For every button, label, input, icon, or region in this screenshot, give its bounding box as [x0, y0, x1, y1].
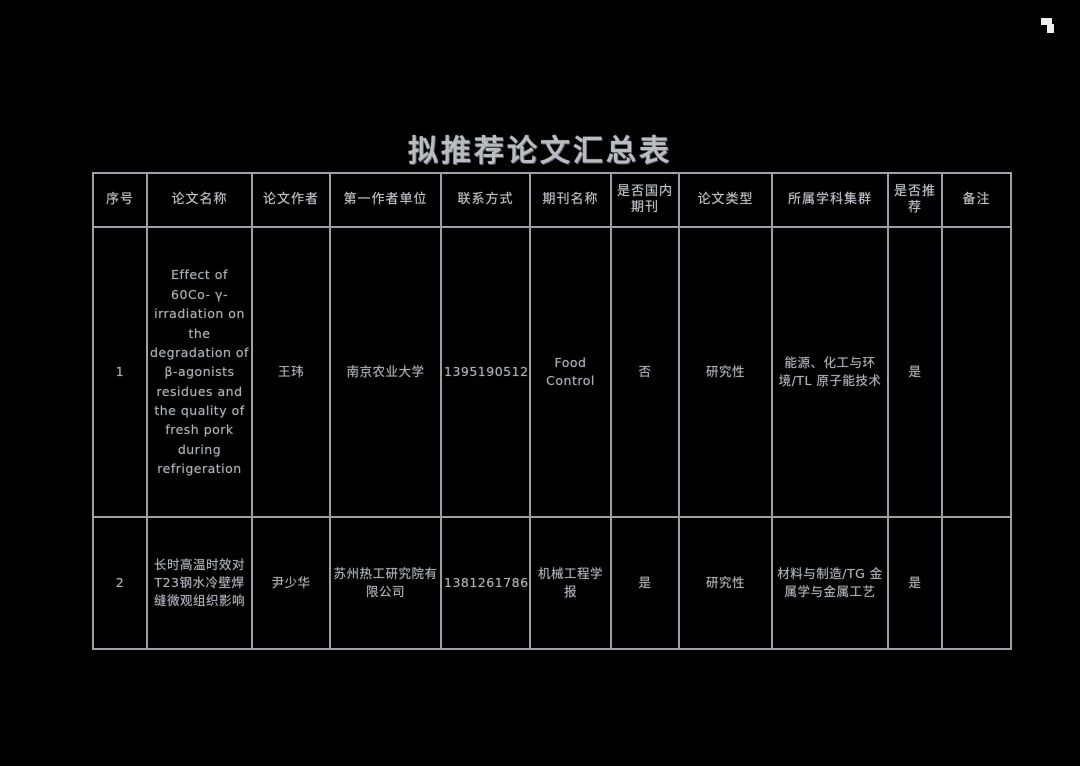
- column-header-domestic-journal: 是否国内期刊: [610, 172, 680, 228]
- table-body: 1 Effect of 60Co- γ-irradiation on the d…: [92, 226, 1012, 650]
- table-header: 序号 论文名称 论文作者 第一作者单位 联系方式 期刊名称 是否国内期刊 论文类…: [92, 172, 1012, 228]
- cell-recommended: 是: [887, 226, 943, 518]
- cell-author: 尹少华: [251, 516, 331, 650]
- column-header-note: 备注: [941, 172, 1012, 228]
- column-header-recommended: 是否推荐: [887, 172, 943, 228]
- column-header-subject-cluster: 所属学科集群: [771, 172, 889, 228]
- table-row: 1 Effect of 60Co- γ-irradiation on the d…: [92, 226, 1012, 518]
- recommended-papers-table: 序号 论文名称 论文作者 第一作者单位 联系方式 期刊名称 是否国内期刊 论文类…: [92, 172, 1012, 650]
- cell-contact: 13812617869: [440, 516, 536, 650]
- column-header-seq: 序号: [92, 172, 148, 228]
- cell-note: [941, 226, 1012, 518]
- cell-journal: 机械工程学报: [529, 516, 612, 650]
- column-header-journal: 期刊名称: [529, 172, 612, 228]
- cell-paper-type: 研究性: [678, 226, 773, 518]
- page-title: 拟推荐论文汇总表: [408, 134, 672, 169]
- corner-marker-segment-bottom: [1047, 24, 1054, 33]
- cell-note: [941, 516, 1012, 650]
- corner-marker-artifact: [1041, 18, 1057, 34]
- cell-subject-cluster: 材料与制造/TG 金属学与金属工艺: [771, 516, 889, 650]
- cell-domestic-journal: 是: [610, 516, 680, 650]
- cell-domestic-journal: 否: [610, 226, 680, 518]
- table-header-row: 序号 论文名称 论文作者 第一作者单位 联系方式 期刊名称 是否国内期刊 论文类…: [92, 172, 1012, 228]
- cell-paper-title: 长时高温时效对T23钢水冷壁焊缝微观组织影响: [146, 516, 253, 650]
- paper-title-text: Effect of 60Co- γ-irradiation on the deg…: [150, 267, 249, 477]
- column-header-first-author-unit: 第一作者单位: [329, 172, 442, 228]
- cell-author: 王玮: [251, 226, 331, 518]
- cell-subject-cluster: 能源、化工与环境/TL 原子能技术: [771, 226, 889, 518]
- cell-seq: 2: [92, 516, 148, 650]
- cell-journal: Food Control: [529, 226, 612, 518]
- table-row: 2 长时高温时效对T23钢水冷壁焊缝微观组织影响 尹少华 苏州热工研究院有限公司…: [92, 516, 1012, 650]
- cell-first-author-unit: 南京农业大学: [329, 226, 442, 518]
- column-header-author: 论文作者: [251, 172, 331, 228]
- cell-seq: 1: [92, 226, 148, 518]
- column-header-paper-type: 论文类型: [678, 172, 773, 228]
- cell-contact: 13951905120: [440, 226, 536, 518]
- cell-paper-type: 研究性: [678, 516, 773, 650]
- corner-marker-segment-top: [1041, 18, 1052, 25]
- cell-paper-title: Effect of 60Co- γ-irradiation on the deg…: [146, 226, 253, 518]
- cell-first-author-unit: 苏州热工研究院有限公司: [329, 516, 442, 650]
- cell-recommended: 是: [887, 516, 943, 650]
- column-header-paper-title: 论文名称: [146, 172, 253, 228]
- column-header-contact: 联系方式: [440, 172, 531, 228]
